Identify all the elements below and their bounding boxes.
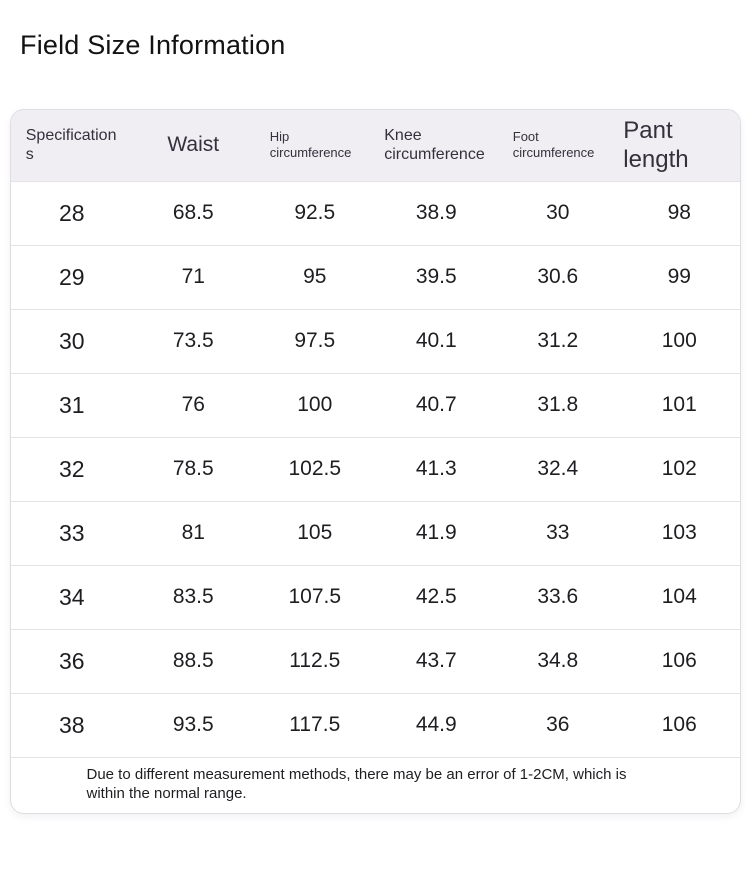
column-header-hip-circumference: Hip circumference [254,123,376,167]
measurement-cell: 41.3 [415,457,457,481]
size-cell: 28 [58,199,85,226]
table-body: 28 68.5 92.5 38.9 30 98 29 71 95 39.5 30.6 99 30 73.5… [11,180,740,757]
measurement-cell: 92.5 [294,201,336,225]
measurement-cell: 100 [297,393,333,417]
column-header-specifications: Specifications [11,120,133,171]
column-header-knee-circumference: Knee circumference [376,120,498,171]
table-row: 38 93.5 117.5 44.9 36 106 [11,692,740,757]
measurement-cell: 32.4 [537,457,579,481]
measurement-cell: 106 [661,649,697,673]
measurement-cell: 97.5 [294,329,336,353]
measurement-cell: 112.5 [289,649,341,673]
measurement-cell: 104 [661,585,697,609]
table-row: 32 78.5 102.5 41.3 32.4 102 [11,436,740,501]
size-table: Specifications Waist Hip circumference Knee… [10,109,741,815]
table-row: 29 71 95 39.5 30.6 99 [11,244,740,309]
column-header-label: Waist [167,133,220,157]
column-header-label: Hip circumference [269,129,352,161]
measurement-cell: 83.5 [172,585,214,609]
measurement-cell: 117.5 [289,713,341,737]
table-row: 31 76 100 40.7 31.8 101 [11,372,740,437]
table-row: 33 81 105 41.9 33 103 [11,500,740,565]
measurement-cell: 40.1 [415,329,457,353]
measurement-cell: 41.9 [415,521,457,545]
measurement-cell: 71 [181,265,205,289]
column-header-foot-circumference: Foot circumference [497,123,619,167]
measurement-cell: 30.6 [537,265,579,289]
measurement-cell: 99 [667,265,691,289]
measurement-cell: 42.5 [415,585,457,609]
size-cell: 36 [58,647,85,674]
measurement-cell: 98 [667,201,691,225]
size-cell: 29 [58,263,85,290]
size-cell: 32 [58,455,85,482]
table-row: 30 73.5 97.5 40.1 31.2 100 [11,308,740,373]
measurement-cell: 34.8 [537,649,579,673]
measurement-cell: 31.2 [537,329,579,353]
size-cell: 31 [58,391,85,418]
measurement-cell: 102 [661,457,697,481]
page-title: Field Size Information [20,30,286,60]
size-cell: 34 [58,583,85,610]
measurement-cell: 43.7 [415,649,457,673]
measurement-cell: 40.7 [415,393,457,417]
measurement-note: Due to different measurement methods, th… [86,765,627,803]
column-header-label: Foot circumference [512,129,595,161]
table-row: 36 88.5 112.5 43.7 34.8 106 [11,628,740,693]
column-header-label: Knee circumference [384,126,485,164]
measurement-cell: 105 [297,521,333,545]
measurement-cell: 101 [661,393,697,417]
column-header-pant-length: Pant length [619,110,741,181]
table-row: 28 68.5 92.5 38.9 30 98 [11,180,740,245]
size-cell: 38 [58,711,85,738]
measurement-cell: 33 [546,521,570,545]
measurement-cell: 73.5 [172,329,214,353]
column-header-label: Specifications [25,126,117,164]
table-row: 34 83.5 107.5 42.5 33.6 104 [11,564,740,629]
measurement-cell: 30 [546,201,570,225]
measurement-cell: 103 [661,521,697,545]
note-row: Due to different measurement methods, th… [11,756,740,814]
measurement-cell: 31.8 [537,393,579,417]
column-header-waist: Waist [133,126,255,164]
measurement-cell: 107.5 [288,585,342,609]
measurement-cell: 102.5 [288,457,342,481]
table-header-row: Specifications Waist Hip circumference Knee… [11,110,740,181]
measurement-cell: 68.5 [172,201,214,225]
column-header-label: Pant length [623,117,689,174]
measurement-cell: 93.5 [172,713,214,737]
measurement-cell: 81 [181,521,205,545]
measurement-cell: 38.9 [415,201,457,225]
measurement-cell: 100 [661,329,697,353]
measurement-cell: 44.9 [415,713,457,737]
size-cell: 33 [58,519,85,546]
measurement-cell: 33.6 [537,585,579,609]
measurement-cell: 78.5 [172,457,214,481]
size-cell: 30 [58,327,85,354]
measurement-cell: 76 [181,393,205,417]
measurement-cell: 95 [303,265,327,289]
measurement-cell: 106 [661,713,697,737]
measurement-cell: 39.5 [415,265,457,289]
measurement-cell: 88.5 [172,649,214,673]
measurement-cell: 36 [546,713,570,737]
